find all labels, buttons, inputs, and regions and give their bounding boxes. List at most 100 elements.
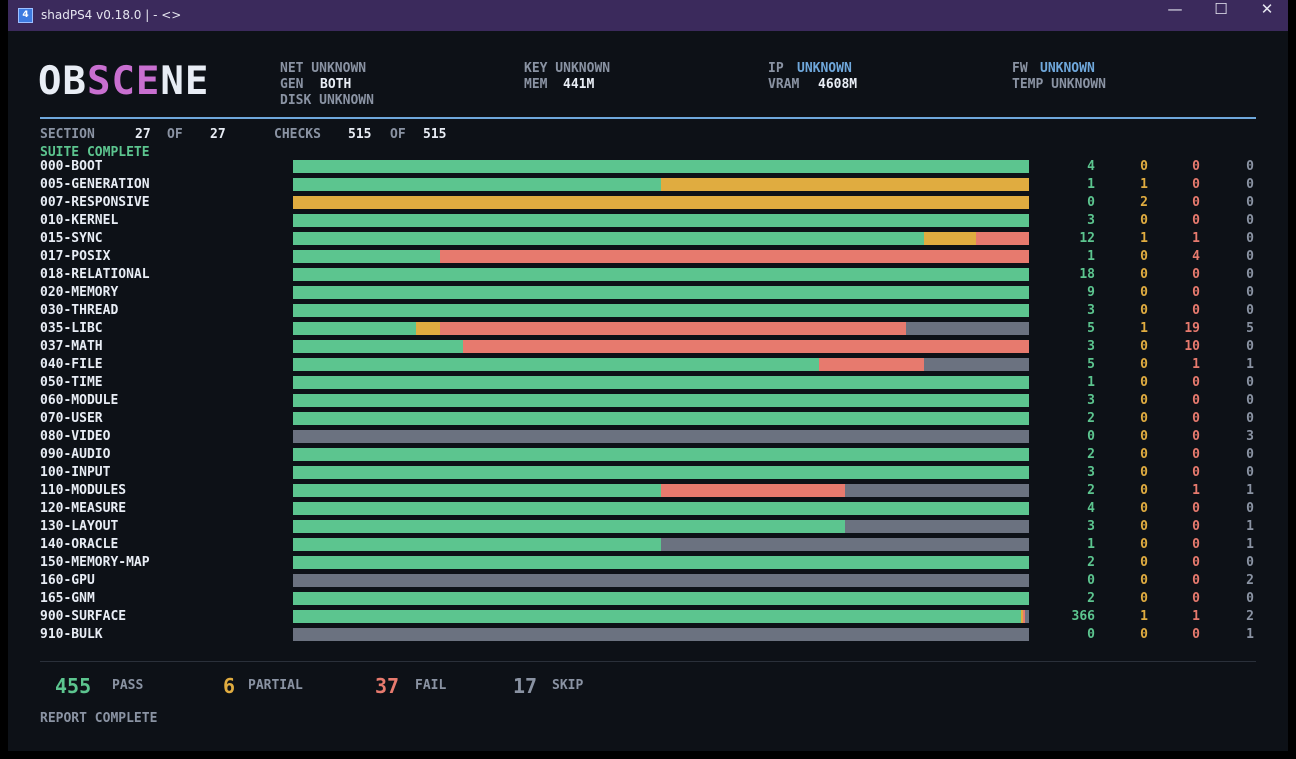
fail-count: 0: [1192, 519, 1200, 534]
skip-count: 0: [1246, 339, 1254, 354]
fail-count: 10: [1184, 339, 1200, 354]
suite-name: 120-MEASURE: [40, 501, 127, 516]
suite-row: 018-RELATIONAL 18 0 0 0: [8, 265, 1288, 283]
key-status: KEY UNKNOWN: [524, 61, 611, 76]
pass-count: 1: [1087, 177, 1095, 192]
fail-count: 0: [1192, 195, 1200, 210]
fail-count: 0: [1192, 591, 1200, 606]
suite-row: 160-GPU 0 0 0 2: [8, 571, 1288, 589]
suite-result-bar: [293, 412, 1029, 425]
fail-count: 0: [1192, 411, 1200, 426]
bar-segment-fail: [462, 340, 1029, 353]
partial-count: 1: [1140, 321, 1148, 336]
bar-segment-partial: [661, 178, 1029, 191]
partial-count: 0: [1140, 537, 1148, 552]
suite-result-bar: [293, 556, 1029, 569]
bar-segment-pass: [293, 304, 1029, 317]
summary-divider: [40, 661, 1256, 662]
app-icon: 4: [18, 8, 33, 23]
fail-count: 0: [1192, 375, 1200, 390]
fw-value: UNKNOWN: [1040, 61, 1095, 76]
bar-segment-pass: [293, 502, 1029, 515]
suite-result-bar: [293, 196, 1029, 209]
bar-segment-skip: [293, 628, 1029, 641]
ip-value: UNKNOWN: [797, 61, 852, 76]
suite-name: 140-ORACLE: [40, 537, 119, 552]
suite-name: 050-TIME: [40, 375, 103, 390]
pass-count: 1: [1087, 249, 1095, 264]
skip-count: 0: [1246, 249, 1254, 264]
suite-row: 030-THREAD 3 0 0 0: [8, 301, 1288, 319]
checks-current: 515: [348, 127, 372, 142]
skip-count: 0: [1246, 447, 1254, 462]
suite-result-bar: [293, 502, 1029, 515]
suite-name: 035-LIBC: [40, 321, 103, 336]
bar-segment-pass: [293, 232, 924, 245]
window-title: shadPS4 v0.18.0 | - <>: [41, 8, 182, 22]
fail-count: 1: [1192, 357, 1200, 372]
bar-segment-pass: [293, 412, 1029, 425]
bar-segment-skip: [845, 520, 1029, 533]
suite-result-bar: [293, 538, 1029, 551]
bar-segment-pass: [293, 160, 1029, 173]
suite-name: 060-MODULE: [40, 393, 119, 408]
partial-count: 0: [1140, 447, 1148, 462]
bar-segment-pass: [293, 394, 1029, 407]
bar-segment-skip: [1025, 610, 1029, 623]
suite-name: 150-MEMORY-MAP: [40, 555, 150, 570]
bar-segment-pass: [293, 592, 1029, 605]
fail-count: 0: [1192, 285, 1200, 300]
suite-name: 005-GENERATION: [40, 177, 150, 192]
pass-count: 1: [1087, 375, 1095, 390]
skip-count: 3: [1246, 429, 1254, 444]
fail-count: 0: [1192, 213, 1200, 228]
bar-segment-pass: [293, 286, 1029, 299]
partial-count: 0: [1140, 465, 1148, 480]
skip-count: 1: [1246, 537, 1254, 552]
pass-count: 0: [1087, 429, 1095, 444]
fail-count: 0: [1192, 627, 1200, 642]
fail-count: 0: [1192, 429, 1200, 444]
suite-result-bar: [293, 628, 1029, 641]
pass-count: 3: [1087, 393, 1095, 408]
mem-value: 441M: [563, 77, 595, 92]
fail-count: 1: [1192, 609, 1200, 624]
skip-count: 0: [1246, 195, 1254, 210]
suite-result-bar: [293, 232, 1029, 245]
pass-count: 3: [1087, 519, 1095, 534]
partial-count: 0: [1140, 519, 1148, 534]
partial-count: 0: [1140, 213, 1148, 228]
maximize-button[interactable]: ☐: [1214, 0, 1228, 18]
partial-count: 0: [1140, 393, 1148, 408]
logo-part-1: OB: [38, 59, 87, 104]
fail-count: 0: [1192, 159, 1200, 174]
fail-count: 0: [1192, 303, 1200, 318]
pass-count: 9: [1087, 285, 1095, 300]
close-button[interactable]: ✕: [1260, 0, 1274, 18]
skip-count: 0: [1246, 267, 1254, 282]
partial-count: 0: [1140, 249, 1148, 264]
pass-count: 3: [1087, 213, 1095, 228]
suite-row: 060-MODULE 3 0 0 0: [8, 391, 1288, 409]
suite-result-bar: [293, 322, 1029, 335]
suite-row: 130-LAYOUT 3 0 0 1: [8, 517, 1288, 535]
suite-status: SUITE COMPLETE: [40, 145, 150, 160]
suite-name: 037-MATH: [40, 339, 103, 354]
partial-count: 0: [1140, 411, 1148, 426]
bar-segment-skip: [923, 358, 1029, 371]
pass-count: 2: [1087, 555, 1095, 570]
pass-count: 5: [1087, 321, 1095, 336]
pass-count: 4: [1087, 159, 1095, 174]
fail-count: 0: [1192, 447, 1200, 462]
skip-count: 2: [1246, 609, 1254, 624]
partial-count: 0: [1140, 555, 1148, 570]
suite-result-bar: [293, 268, 1029, 281]
fail-count: 0: [1192, 465, 1200, 480]
suite-row: 007-RESPONSIVE 0 2 0 0: [8, 193, 1288, 211]
skip-count: 0: [1246, 177, 1254, 192]
suite-result-bar: [293, 160, 1029, 173]
fail-count: 1: [1192, 231, 1200, 246]
skip-count: 0: [1246, 555, 1254, 570]
pass-count: 5: [1087, 357, 1095, 372]
minimize-button[interactable]: —: [1167, 0, 1183, 18]
